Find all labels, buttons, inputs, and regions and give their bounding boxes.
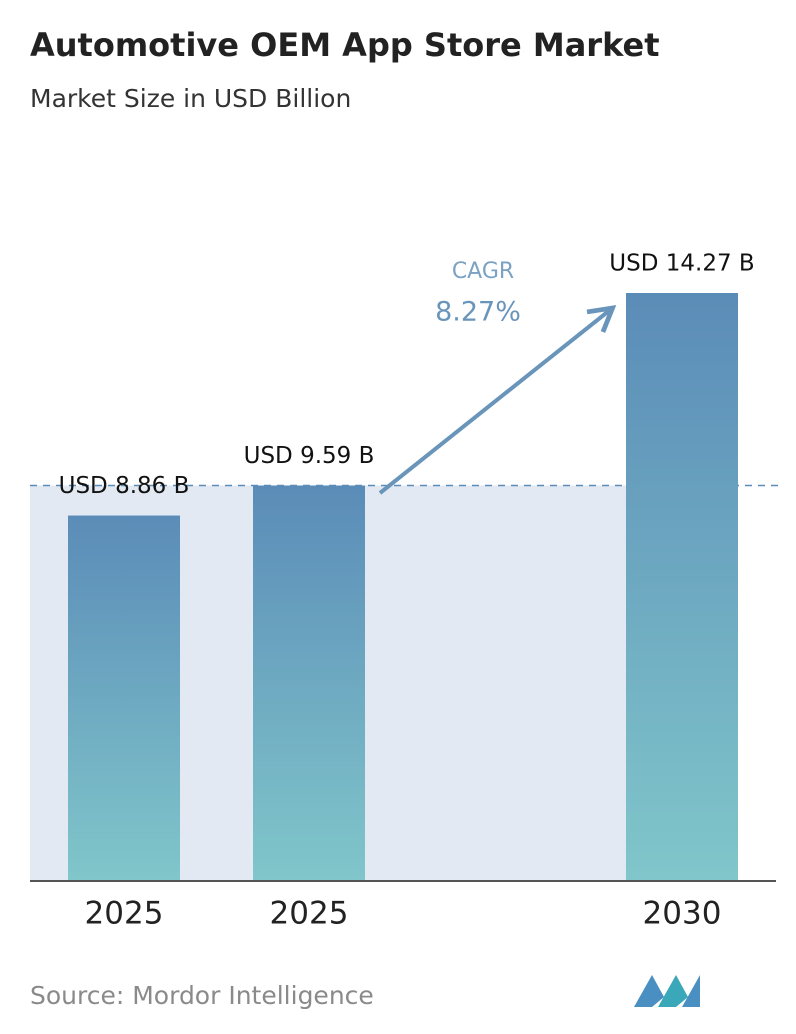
cagr-arrow [378, 304, 617, 495]
bar [68, 515, 180, 880]
plot-area [30, 293, 780, 880]
value-label: USD 8.86 B [59, 473, 190, 499]
x-tick-label: 2025 [85, 896, 164, 932]
chart-subtitle: Market Size in USD Billion [30, 84, 351, 113]
chart-title: Automotive OEM App Store Market [30, 26, 659, 64]
bar [626, 293, 738, 880]
value-label: USD 14.27 B [609, 251, 754, 277]
logo [634, 975, 700, 1007]
x-tick-label: 2030 [643, 896, 722, 932]
bar [253, 485, 365, 880]
x-tick-label: 2025 [270, 896, 349, 932]
cagr-value: 8.27% [435, 297, 521, 328]
source: Source: Mordor Intelligence [30, 981, 374, 1010]
value-label: USD 9.59 B [244, 443, 375, 469]
cagr-label: CAGR [452, 259, 514, 284]
